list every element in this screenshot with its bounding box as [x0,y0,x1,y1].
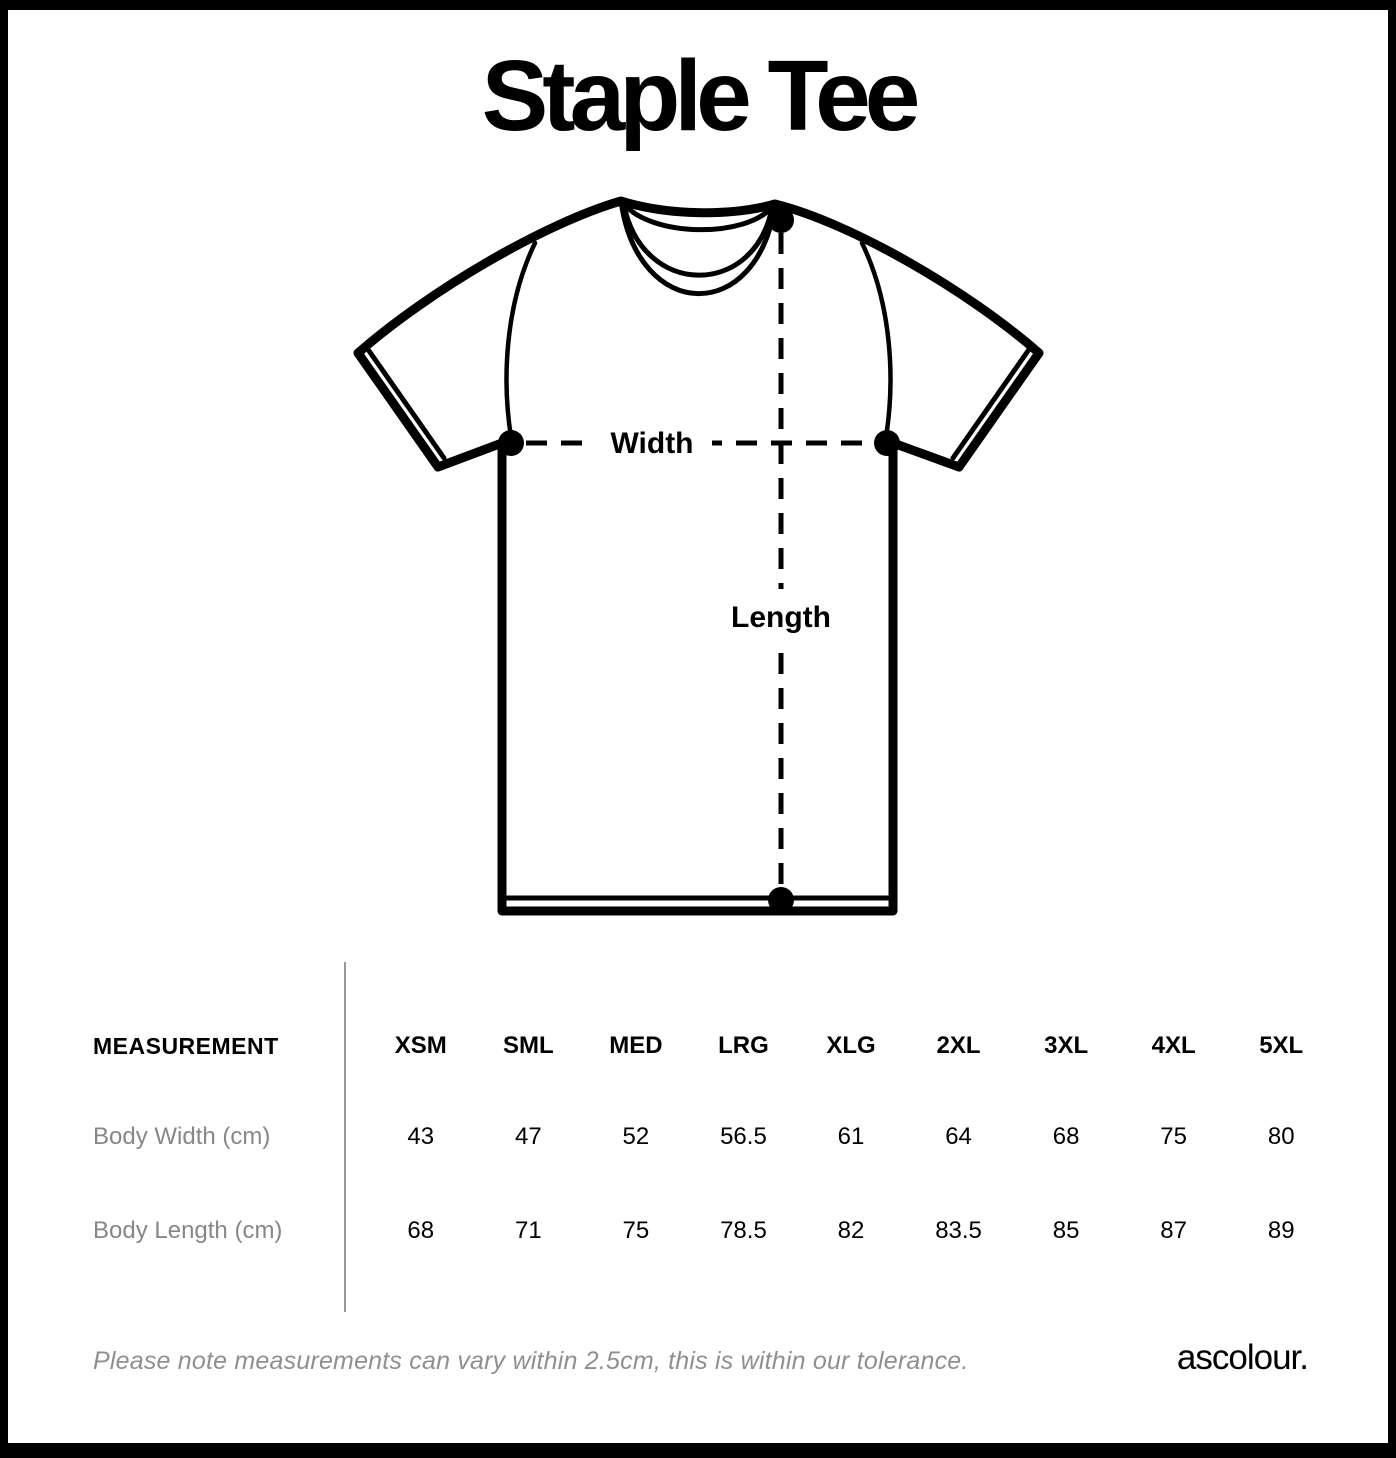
collar-inner-arc [621,202,775,278]
body-width-3xl: 68 [1052,1123,1080,1150]
body-width-4xl: 75 [1160,1123,1187,1150]
table-header-row: MEASUREMENT XSM SML MED LRG XLG 2XL 3XL … [93,1016,1335,1076]
body-length-med: 75 [622,1217,650,1244]
body-length-lrg: 78.5 [720,1217,767,1244]
size-header-2xl: 2XL [936,1032,981,1059]
body-width-5xl: 80 [1267,1123,1295,1150]
size-header-3xl: 3XL [1044,1032,1089,1059]
left-armpit-point-dot [498,430,524,456]
size-header-sml: SML [502,1032,554,1059]
tshirt-diagram: Width Length [353,196,1044,916]
row-label-body-width: Body Width (cm) [93,1123,271,1150]
body-width-2xl: 64 [945,1123,972,1150]
right-sleeve-seam [859,240,893,440]
collar-outer-arc [618,198,778,297]
body-length-xlg: 82 [837,1217,865,1244]
left-sleeve-seam [504,240,538,440]
page-title: Staple Tee [481,40,921,152]
width-label-plate [592,419,712,465]
table-row-body-length: Body Length (cm) 68 71 75 78.5 82 83.5 8… [93,1201,1335,1261]
hem-point-dot [768,887,794,913]
right-armpit-point-dot [874,430,900,456]
size-header-lrg: LRG [718,1032,769,1059]
table-row-body-width: Body Width (cm) 43 47 52 56.5 61 64 68 7… [93,1107,1335,1167]
table-divider-line [344,962,346,1312]
tolerance-note: Please note measurements can vary within… [93,1347,969,1375]
brand-logo: ascolour. [1176,1338,1309,1377]
left-cuff-band [364,345,447,461]
size-header-4xl: 4XL [1151,1032,1196,1059]
body-length-sml: 71 [514,1217,542,1244]
body-length-2xl: 83.5 [935,1217,982,1244]
body-width-sml: 47 [514,1123,542,1150]
measurement-column-header: MEASUREMENT [93,1032,279,1059]
back-neck-arc [620,200,776,233]
body-length-4xl: 87 [1160,1217,1187,1244]
body-width-lrg: 56.5 [720,1123,767,1150]
right-cuff-band [950,345,1033,461]
shoulder-point-dot [768,207,794,233]
row-label-body-length: Body Length (cm) [93,1217,283,1244]
body-width-xsm: 43 [407,1123,435,1150]
body-width-med: 52 [622,1123,650,1150]
size-header-xlg: XLG [826,1032,876,1059]
size-header-xsm: XSM [394,1032,447,1059]
width-label: Width [610,427,693,460]
body-length-5xl: 89 [1267,1217,1295,1244]
length-label: Length [731,601,831,634]
body-length-3xl: 85 [1052,1217,1080,1244]
size-header-med: MED [609,1032,663,1059]
length-label-plate [724,589,840,641]
body-length-xsm: 68 [407,1217,435,1244]
tshirt-outline [353,196,1044,916]
size-header-5xl: 5XL [1259,1032,1304,1059]
body-width-xlg: 61 [837,1123,865,1150]
